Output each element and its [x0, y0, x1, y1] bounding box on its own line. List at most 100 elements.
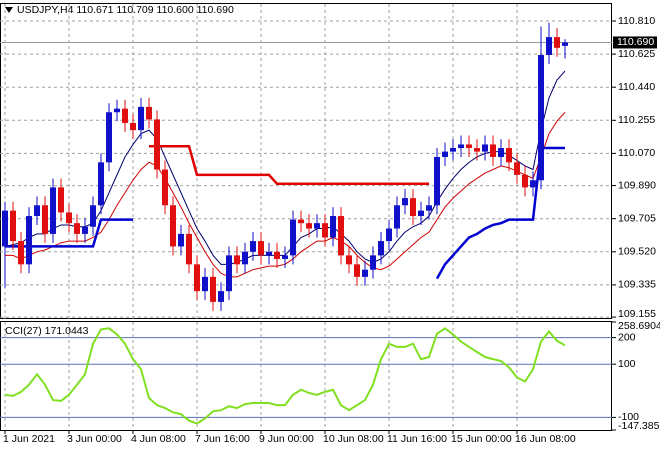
indicator-frame — [0, 321, 612, 431]
candle-body — [130, 122, 136, 131]
candle-body — [314, 223, 320, 229]
candle-body — [434, 156, 440, 206]
candle-body — [42, 205, 48, 234]
x-tick-label: 11 Jun 16:00 — [387, 433, 447, 445]
last-price-label: 110.690 — [617, 36, 654, 48]
y-tick-label: 109.335 — [618, 279, 656, 291]
x-tick-label: 1 Jun 2021 — [3, 433, 55, 445]
candle-body — [234, 255, 240, 265]
candle-body — [490, 144, 496, 157]
candle-body — [106, 112, 112, 163]
candle-body — [474, 148, 480, 152]
candle-body — [258, 241, 264, 256]
candle-body — [146, 106, 152, 120]
candle-body — [482, 144, 488, 152]
x-tick-label: 10 Jun 08:00 — [323, 433, 384, 445]
candle-body — [26, 216, 32, 265]
candle-body — [154, 119, 160, 170]
candle-body — [410, 198, 416, 217]
candle-body — [218, 291, 224, 302]
candle-body — [162, 169, 168, 206]
main-frame — [0, 3, 612, 319]
candle-body — [530, 180, 536, 188]
y-tick-label: 109.705 — [618, 212, 656, 224]
candle-body — [282, 255, 288, 259]
x-tick-label: 16 Jun 08:00 — [515, 433, 576, 445]
candle-body — [330, 216, 336, 238]
candle-body — [346, 255, 352, 265]
candle-body — [554, 37, 560, 48]
y-tick-label: 110.255 — [618, 114, 655, 126]
candle-body — [370, 255, 376, 270]
x-tick-label: 15 Jun 00:00 — [451, 433, 512, 445]
candle-body — [90, 205, 96, 227]
y-tick-label: 200 — [618, 331, 636, 343]
last-price-box — [613, 36, 657, 49]
panel-title: CCI(27) 171.0443 — [5, 325, 89, 337]
y-tick-label: 258.6904 — [618, 320, 660, 332]
candle-body — [522, 174, 528, 188]
indicator-line — [4, 70, 566, 265]
candle-body — [546, 37, 552, 55]
y-tick-label: -100 — [618, 411, 639, 423]
candle-body — [210, 276, 216, 302]
candle-body — [34, 205, 40, 217]
y-tick-label: 109.890 — [618, 179, 656, 191]
y-tick-label: 110.810 — [618, 15, 655, 27]
candle-body — [50, 187, 56, 234]
y-tick-label: 100 — [618, 358, 636, 370]
candle-body — [242, 251, 248, 265]
candle-body — [186, 233, 192, 265]
candle-body — [362, 269, 368, 277]
candle-body — [354, 264, 360, 277]
candle-body — [386, 228, 392, 242]
candle-body — [18, 241, 24, 265]
candle-body — [442, 151, 448, 157]
x-tick-label: 4 Jun 08:00 — [131, 433, 186, 445]
x-tick-label: 9 Jun 00:00 — [259, 433, 314, 445]
candle-body — [394, 205, 400, 229]
panel-title: USDJPY,H4 110.671 110.709 110.600 110.69… — [17, 4, 234, 16]
y-tick-label: 109.155 — [618, 308, 656, 320]
candle-body — [378, 241, 384, 256]
candle-body — [562, 42, 568, 46]
candle-body — [202, 276, 208, 292]
candle-body — [194, 264, 200, 292]
candle-body — [10, 210, 16, 242]
candle-body — [426, 205, 432, 211]
candle-body — [466, 144, 472, 149]
indicator-line — [149, 144, 429, 186]
candle-body — [458, 144, 464, 149]
candle-body — [274, 251, 280, 259]
candle-body — [338, 216, 344, 256]
candle-body — [250, 241, 256, 252]
y-tick-label: -147.3853 — [618, 420, 660, 432]
candle-body — [402, 198, 408, 206]
candle-body — [82, 226, 88, 234]
menu-triangle — [5, 7, 13, 13]
candle-body — [298, 219, 304, 224]
candle-body — [170, 205, 176, 247]
y-tick-label: 110.625 — [618, 48, 655, 60]
x-tick-label: 3 Jun 00:00 — [67, 433, 122, 445]
candle-body — [114, 108, 120, 113]
candle-body — [322, 223, 328, 238]
candle-body — [138, 106, 144, 131]
y-tick-label: 109.520 — [618, 246, 656, 258]
candle-body — [506, 148, 512, 163]
candle-body — [514, 162, 520, 175]
candle-body — [290, 219, 296, 256]
x-tick-label: 7 Jun 16:00 — [195, 433, 250, 445]
candle-body — [266, 251, 272, 256]
y-tick-label: 110.070 — [618, 147, 655, 159]
candle-body — [226, 255, 232, 292]
candle-body — [66, 212, 72, 224]
candle-body — [538, 54, 544, 181]
candle-body — [122, 108, 128, 123]
candle-body — [498, 148, 504, 157]
candle-body — [418, 210, 424, 217]
indicator-line — [4, 327, 566, 425]
candle-body — [450, 148, 456, 152]
